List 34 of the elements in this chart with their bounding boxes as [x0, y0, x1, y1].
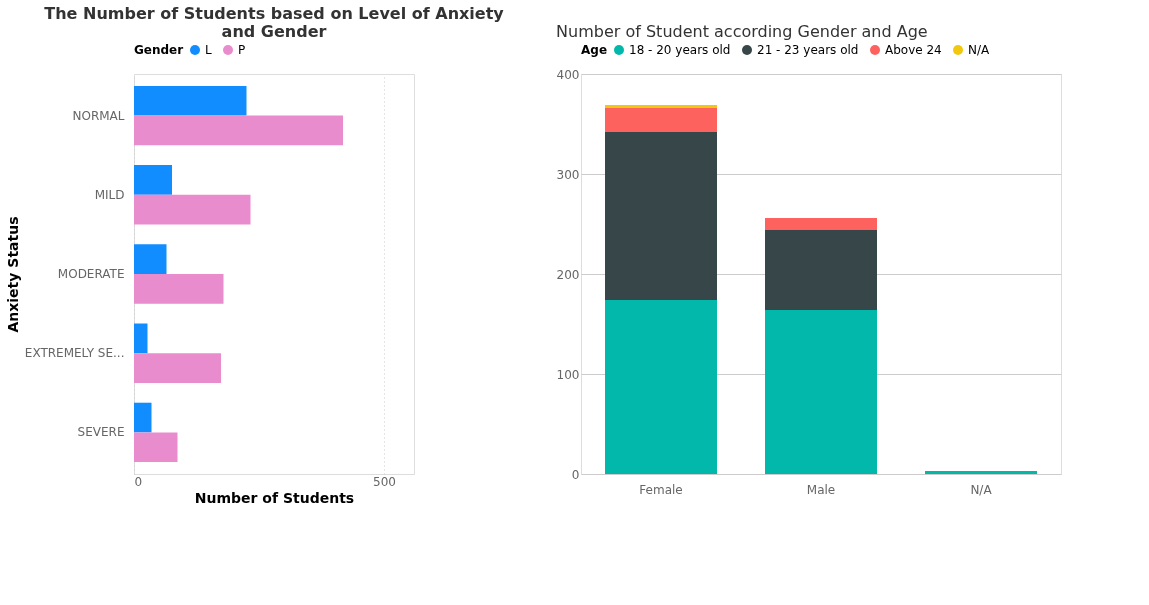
x-axis-title: Number of Students [194, 489, 355, 506]
legend-label: 18 - 20 years old [629, 43, 731, 57]
chart-title: The Number of Students based on Level of Anxiety and Gender [44, 4, 505, 41]
x-tick-label: N/A [970, 482, 993, 497]
bar [605, 108, 717, 132]
legend-label: P [238, 43, 246, 57]
legend-label: Above 24 [885, 43, 942, 57]
legend-title: Age [581, 43, 608, 57]
y-tick-label: NORMAL [72, 108, 125, 123]
x-tick-label: 0 [134, 474, 143, 489]
y-tick-label: EXTREMELY SE... [24, 346, 125, 361]
bar [605, 300, 717, 474]
legend-label: N/A [968, 43, 991, 57]
y-tick-label: 300 [556, 167, 580, 182]
x-tick-label: Male [806, 482, 836, 497]
legend-label: 21 - 23 years old [757, 43, 859, 57]
x-tick-label: Female [639, 482, 683, 497]
y-tick-label: MODERATE [57, 267, 125, 281]
y-tick-label: 100 [556, 367, 580, 382]
y-tick-label: 400 [556, 67, 580, 82]
legend-label: L [205, 43, 212, 57]
bar [765, 310, 877, 474]
legend-title: Gender [134, 43, 184, 57]
bar [925, 471, 1037, 474]
bar [605, 132, 717, 300]
bar [765, 230, 877, 310]
y-tick-label: MILD [94, 187, 125, 202]
chart-title: Number of Student according Gender and Age [556, 22, 928, 41]
y-axis-title: Anxiety Status [4, 216, 21, 333]
y-tick-label: SEVERE [77, 425, 125, 440]
bar [765, 218, 877, 230]
y-tick-label: 200 [556, 267, 580, 282]
bar [605, 105, 717, 108]
x-tick-label: 500 [373, 474, 396, 489]
